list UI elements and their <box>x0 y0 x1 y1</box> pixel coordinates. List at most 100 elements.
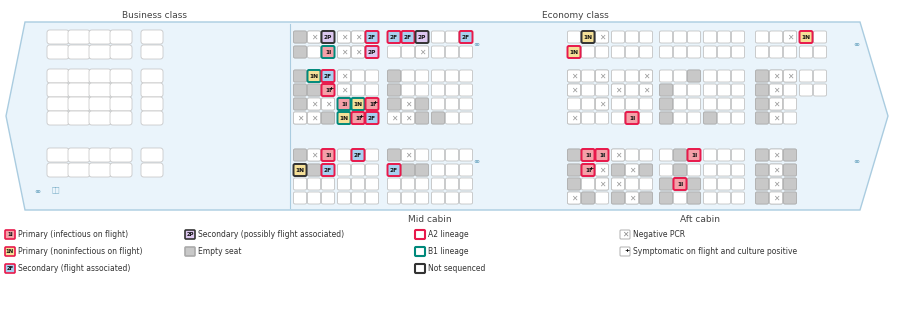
FancyBboxPatch shape <box>416 46 428 58</box>
FancyBboxPatch shape <box>5 230 15 239</box>
FancyBboxPatch shape <box>365 70 379 82</box>
FancyBboxPatch shape <box>732 98 744 110</box>
Text: ✕: ✕ <box>773 114 779 123</box>
FancyBboxPatch shape <box>141 111 163 125</box>
FancyBboxPatch shape <box>784 70 796 82</box>
FancyBboxPatch shape <box>388 70 400 82</box>
FancyBboxPatch shape <box>717 84 731 96</box>
FancyBboxPatch shape <box>581 112 595 124</box>
FancyBboxPatch shape <box>416 84 428 96</box>
FancyBboxPatch shape <box>784 149 796 161</box>
FancyBboxPatch shape <box>308 46 320 58</box>
FancyBboxPatch shape <box>89 45 111 59</box>
FancyBboxPatch shape <box>460 112 473 124</box>
FancyBboxPatch shape <box>596 31 608 43</box>
FancyBboxPatch shape <box>321 112 335 124</box>
FancyBboxPatch shape <box>321 149 335 161</box>
Text: Mid cabin: Mid cabin <box>409 215 452 224</box>
FancyBboxPatch shape <box>626 192 638 204</box>
FancyBboxPatch shape <box>626 31 638 43</box>
FancyBboxPatch shape <box>308 149 320 161</box>
FancyBboxPatch shape <box>704 84 716 96</box>
FancyBboxPatch shape <box>568 112 580 124</box>
FancyBboxPatch shape <box>611 112 625 124</box>
Text: ✕: ✕ <box>310 100 317 109</box>
Text: A2 lineage: A2 lineage <box>428 230 469 239</box>
FancyBboxPatch shape <box>68 83 90 97</box>
Text: ✕: ✕ <box>773 100 779 109</box>
FancyBboxPatch shape <box>352 164 365 176</box>
FancyBboxPatch shape <box>68 69 90 83</box>
FancyBboxPatch shape <box>308 149 320 161</box>
FancyBboxPatch shape <box>673 112 687 124</box>
FancyBboxPatch shape <box>611 46 625 58</box>
FancyBboxPatch shape <box>415 247 425 256</box>
FancyBboxPatch shape <box>568 178 580 190</box>
FancyBboxPatch shape <box>770 84 782 96</box>
FancyBboxPatch shape <box>660 149 672 161</box>
FancyBboxPatch shape <box>365 46 379 58</box>
FancyBboxPatch shape <box>388 112 400 124</box>
FancyBboxPatch shape <box>47 163 69 177</box>
FancyBboxPatch shape <box>704 31 716 43</box>
Text: Economy class: Economy class <box>542 12 608 20</box>
FancyBboxPatch shape <box>416 70 428 82</box>
FancyBboxPatch shape <box>431 178 445 190</box>
FancyBboxPatch shape <box>717 178 731 190</box>
FancyBboxPatch shape <box>338 46 350 58</box>
FancyBboxPatch shape <box>401 70 415 82</box>
FancyBboxPatch shape <box>416 31 428 43</box>
FancyBboxPatch shape <box>673 98 687 110</box>
FancyBboxPatch shape <box>755 70 769 82</box>
FancyBboxPatch shape <box>460 164 473 176</box>
FancyBboxPatch shape <box>626 192 638 204</box>
FancyBboxPatch shape <box>660 70 672 82</box>
FancyBboxPatch shape <box>799 46 813 58</box>
FancyBboxPatch shape <box>814 31 826 43</box>
Text: ✕: ✕ <box>615 151 621 160</box>
FancyBboxPatch shape <box>431 112 445 124</box>
Text: ✕: ✕ <box>571 114 577 123</box>
FancyBboxPatch shape <box>352 112 365 124</box>
Text: ⚭: ⚭ <box>852 157 860 167</box>
FancyBboxPatch shape <box>401 192 415 204</box>
FancyBboxPatch shape <box>460 178 473 190</box>
FancyBboxPatch shape <box>321 192 335 204</box>
FancyBboxPatch shape <box>321 149 335 161</box>
FancyBboxPatch shape <box>581 31 595 43</box>
FancyBboxPatch shape <box>401 31 415 43</box>
FancyBboxPatch shape <box>321 98 335 110</box>
Text: 2P: 2P <box>186 232 194 237</box>
FancyBboxPatch shape <box>704 112 716 124</box>
FancyBboxPatch shape <box>784 98 796 110</box>
FancyBboxPatch shape <box>581 192 595 204</box>
Text: Secondary (flight associated): Secondary (flight associated) <box>18 264 130 273</box>
FancyBboxPatch shape <box>338 31 350 43</box>
FancyBboxPatch shape <box>568 178 580 190</box>
FancyBboxPatch shape <box>388 98 400 110</box>
FancyBboxPatch shape <box>611 164 625 176</box>
FancyBboxPatch shape <box>308 70 320 82</box>
FancyBboxPatch shape <box>460 31 473 43</box>
Text: 👤👤: 👤👤 <box>52 187 60 193</box>
FancyBboxPatch shape <box>68 111 90 125</box>
FancyBboxPatch shape <box>352 31 365 43</box>
Text: ⚭: ⚭ <box>472 157 480 167</box>
FancyBboxPatch shape <box>660 164 672 176</box>
FancyBboxPatch shape <box>141 45 163 59</box>
FancyBboxPatch shape <box>799 84 813 96</box>
FancyBboxPatch shape <box>596 70 608 82</box>
FancyBboxPatch shape <box>401 178 415 190</box>
FancyBboxPatch shape <box>626 84 638 96</box>
FancyBboxPatch shape <box>688 112 700 124</box>
FancyBboxPatch shape <box>365 98 379 110</box>
FancyBboxPatch shape <box>626 178 638 190</box>
Text: ✕: ✕ <box>310 33 317 42</box>
FancyBboxPatch shape <box>581 31 595 43</box>
Text: +: + <box>328 85 334 90</box>
FancyBboxPatch shape <box>688 192 700 204</box>
FancyBboxPatch shape <box>784 192 796 204</box>
Text: ✕: ✕ <box>598 166 605 175</box>
FancyBboxPatch shape <box>321 70 335 82</box>
FancyBboxPatch shape <box>293 98 307 110</box>
